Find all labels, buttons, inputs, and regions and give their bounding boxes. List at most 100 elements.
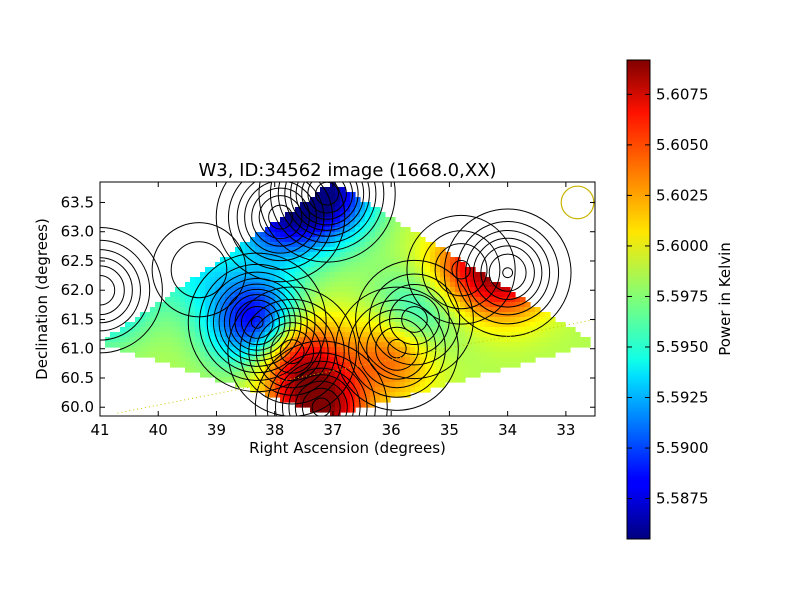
heatmap-cell: [460, 342, 466, 348]
heatmap-cell: [455, 367, 461, 373]
heatmap-cell: [255, 257, 261, 263]
heatmap-cell: [155, 327, 161, 333]
heatmap-cell: [205, 317, 211, 323]
heatmap-cell: [280, 222, 286, 228]
heatmap-cell: [195, 322, 201, 328]
heatmap-cell: [270, 342, 276, 348]
heatmap-cell: [405, 237, 411, 243]
heatmap-cell: [210, 362, 216, 368]
heatmap-cell: [360, 317, 366, 323]
heatmap-cell: [365, 272, 371, 278]
heatmap-cell: [535, 347, 541, 353]
heatmap-cell: [300, 397, 306, 403]
heatmap-cell: [305, 387, 311, 393]
heatmap-cell: [345, 277, 351, 283]
heatmap-cell: [480, 307, 486, 313]
heatmap-cell: [375, 212, 381, 218]
heatmap-cell: [415, 372, 421, 378]
contour-line: [368, 273, 461, 366]
heatmap-cell: [160, 342, 166, 348]
heatmap-cell: [280, 332, 286, 338]
heatmap-cell: [415, 277, 421, 283]
heatmap-cell: [420, 382, 426, 388]
heatmap-cell: [395, 372, 401, 378]
heatmap-cell: [345, 332, 351, 338]
heatmap-cell: [430, 302, 436, 308]
heatmap-cell: [415, 387, 421, 393]
heatmap-cell: [205, 372, 211, 378]
heatmap-cell: [260, 327, 266, 333]
heatmap-cell: [490, 337, 496, 343]
heatmap-cell: [410, 272, 416, 278]
heatmap-cell: [315, 292, 321, 298]
heatmap-cell: [380, 337, 386, 343]
heatmap-cell: [370, 247, 376, 253]
heatmap-cell: [300, 337, 306, 343]
heatmap-cell: [355, 232, 361, 238]
heatmap-cell: [405, 377, 411, 383]
heatmap-cell: [285, 287, 291, 293]
heatmap-cell: [475, 317, 481, 323]
heatmap-cell: [330, 377, 336, 383]
heatmap-cell: [485, 302, 491, 308]
heatmap-cell: [335, 377, 341, 383]
heatmap-cell: [470, 357, 476, 363]
heatmap-cell: [445, 297, 451, 303]
heatmap-cell: [110, 342, 116, 348]
heatmap-cell: [295, 322, 301, 328]
heatmap-cell: [155, 352, 161, 358]
heatmap-cell: [415, 252, 421, 258]
heatmap-cell: [335, 237, 341, 243]
heatmap-cell: [185, 302, 191, 308]
heatmap-cell: [285, 237, 291, 243]
heatmap-cell: [205, 307, 211, 313]
heatmap-cell: [365, 382, 371, 388]
heatmap-cell: [165, 347, 171, 353]
heatmap-cell: [435, 297, 441, 303]
heatmap-cell: [190, 327, 196, 333]
heatmap-cell: [320, 282, 326, 288]
heatmap-cell: [245, 382, 251, 388]
heatmap-cell: [470, 277, 476, 283]
heatmap-cell: [355, 222, 361, 228]
heatmap-cell: [260, 337, 266, 343]
heatmap-cell: [585, 342, 591, 348]
heatmap-cell: [380, 242, 386, 248]
contour-line: [279, 339, 305, 365]
heatmap-cell: [290, 252, 296, 258]
heatmap-cell: [515, 327, 521, 333]
heatmap-cell: [315, 222, 321, 228]
heatmap-cell: [575, 342, 581, 348]
heatmap-cell: [355, 282, 361, 288]
heatmap-cell: [440, 347, 446, 353]
heatmap-cell: [465, 267, 471, 273]
heatmap-cell: [220, 327, 226, 333]
contour-line: [379, 283, 450, 355]
heatmap-cell: [360, 307, 366, 313]
contour-line: [251, 187, 310, 247]
heatmap-cell: [195, 352, 201, 358]
heatmap-cell: [205, 347, 211, 353]
heatmap-cell: [475, 332, 481, 338]
heatmap-cell: [540, 347, 546, 353]
heatmap-cell: [495, 292, 501, 298]
heatmap-cell: [335, 327, 341, 333]
heatmap-cell: [460, 302, 466, 308]
heatmap-cell: [220, 262, 226, 268]
heatmap-cell: [275, 262, 281, 268]
heatmap-cell: [380, 217, 386, 223]
heatmap-cell: [430, 332, 436, 338]
heatmap-cell: [400, 277, 406, 283]
heatmap-cell: [410, 337, 416, 343]
heatmap-cell: [160, 332, 166, 338]
heatmap-cell: [460, 267, 466, 273]
contour-line: [227, 286, 357, 416]
heatmap-cell: [410, 377, 416, 383]
heatmap-cell: [375, 392, 381, 398]
heatmap-cell: [290, 367, 296, 373]
heatmap-cell: [285, 377, 291, 383]
heatmap-cell: [405, 287, 411, 293]
heatmap-cell: [315, 252, 321, 258]
heatmap-cell: [330, 277, 336, 283]
heatmap-cell: [360, 267, 366, 273]
